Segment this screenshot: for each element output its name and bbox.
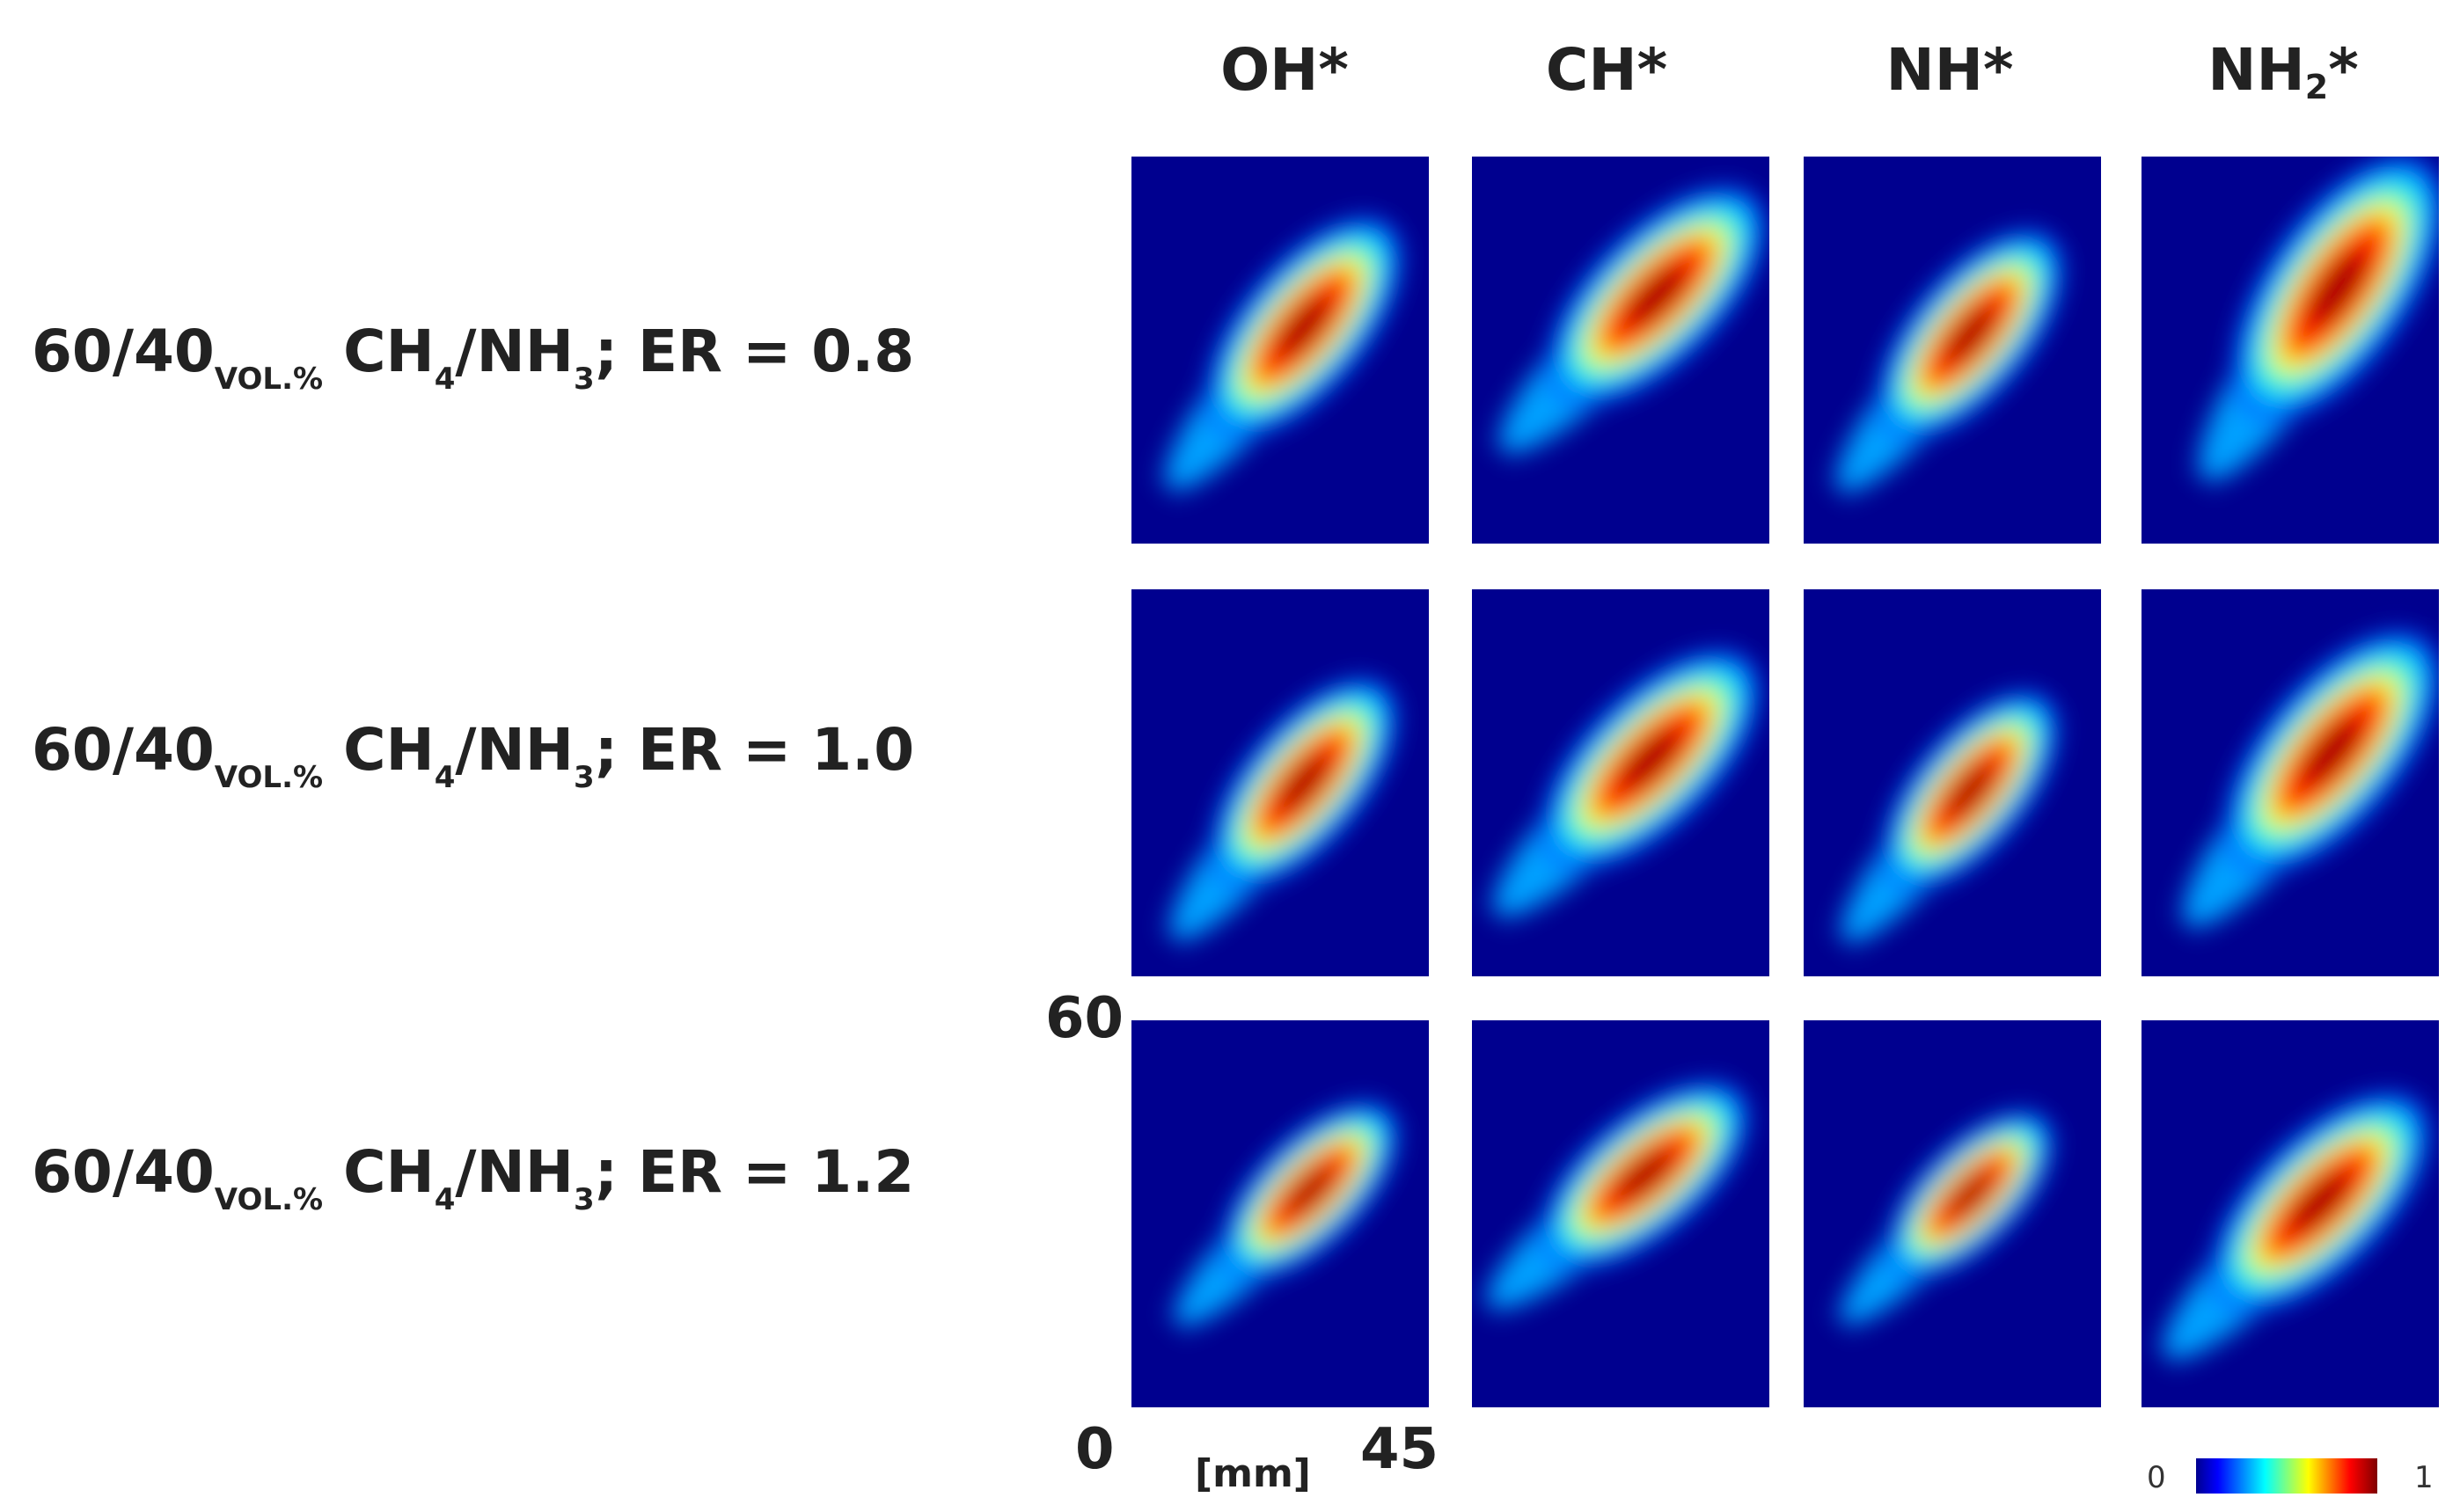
- heatmap-ch-er-12: [1472, 1020, 1769, 1407]
- ratio-unit: VOL.%: [214, 1182, 324, 1217]
- equivalence-ratio: ; ER = 1.0: [594, 716, 915, 784]
- fuel-1: CH: [343, 318, 435, 385]
- fuel-2-subscript: 3: [574, 760, 595, 795]
- fuel-1-subscript: 4: [434, 1182, 456, 1217]
- heatmap-nh-er-12: [1804, 1020, 2101, 1407]
- column-header-text: NH*: [1885, 36, 2014, 104]
- fuel-2: NH: [476, 1138, 575, 1206]
- colorbar: [2196, 1458, 2377, 1494]
- axis-y-max-label: 60: [1045, 986, 1124, 1051]
- axis-x-min-label: 0: [1075, 1417, 1115, 1482]
- equivalence-ratio: ; ER = 0.8: [594, 318, 915, 385]
- axis-unit-label: [mm]: [1195, 1451, 1311, 1496]
- axis-x-max-label: 45: [1360, 1417, 1439, 1482]
- column-header-subscript: 2: [2304, 68, 2329, 106]
- ratio-unit: VOL.%: [214, 760, 324, 795]
- fuel-1: CH: [343, 716, 435, 784]
- ratio: 60/40: [32, 318, 215, 385]
- fuel-separator: /: [455, 1138, 477, 1206]
- ratio: 60/40: [32, 716, 215, 784]
- column-header-text: OH*: [1220, 36, 1349, 104]
- column-header-oh: OH*: [1135, 26, 1434, 114]
- fuel-2: NH: [476, 318, 575, 385]
- fuel-separator: /: [455, 318, 477, 385]
- heatmap-ch-er-10: [1472, 589, 1769, 976]
- fuel-1: CH: [343, 1138, 435, 1206]
- heatmap-nh-er-10: [1804, 589, 2101, 976]
- equivalence-ratio: ; ER = 1.2: [594, 1138, 915, 1206]
- heatmap-oh-er-08: [1131, 157, 1429, 544]
- fuel-2-subscript: 3: [574, 362, 595, 397]
- column-header-nh2: NH2*: [2134, 26, 2433, 131]
- column-header-ch: CH*: [1457, 26, 1756, 114]
- row-label-er-10: 60/40VOL.% CH4/NH3; ER = 1.0: [32, 706, 914, 822]
- heatmap-nh2-er-08: [2142, 157, 2439, 544]
- fuel-separator: /: [455, 716, 477, 784]
- fuel-1-subscript: 4: [434, 362, 456, 397]
- heatmap-oh-er-12: [1131, 1020, 1429, 1407]
- fuel-2: NH: [476, 716, 575, 784]
- row-label-er-08: 60/40VOL.% CH4/NH3; ER = 0.8: [32, 308, 914, 423]
- column-header-nh: NH*: [1800, 26, 2099, 114]
- heatmap-ch-er-08: [1472, 157, 1769, 544]
- heatmap-nh-er-08: [1804, 157, 2101, 544]
- fuel-2-subscript: 3: [574, 1182, 595, 1217]
- heatmap-oh-er-10: [1131, 589, 1429, 976]
- column-header-text: NH: [2207, 36, 2305, 104]
- heatmap-nh2-er-12: [2142, 1020, 2439, 1407]
- ratio-unit: VOL.%: [214, 362, 324, 397]
- column-header-tail: *: [2328, 36, 2359, 104]
- column-header-text: CH*: [1545, 36, 1668, 104]
- heatmap-nh2-er-10: [2142, 589, 2439, 976]
- colorbar-min-label: 0: [2147, 1460, 2166, 1495]
- ratio: 60/40: [32, 1138, 215, 1206]
- colorbar-max-label: 1: [2414, 1460, 2434, 1495]
- row-label-er-12: 60/40VOL.% CH4/NH3; ER = 1.2: [32, 1129, 914, 1244]
- fuel-1-subscript: 4: [434, 760, 456, 795]
